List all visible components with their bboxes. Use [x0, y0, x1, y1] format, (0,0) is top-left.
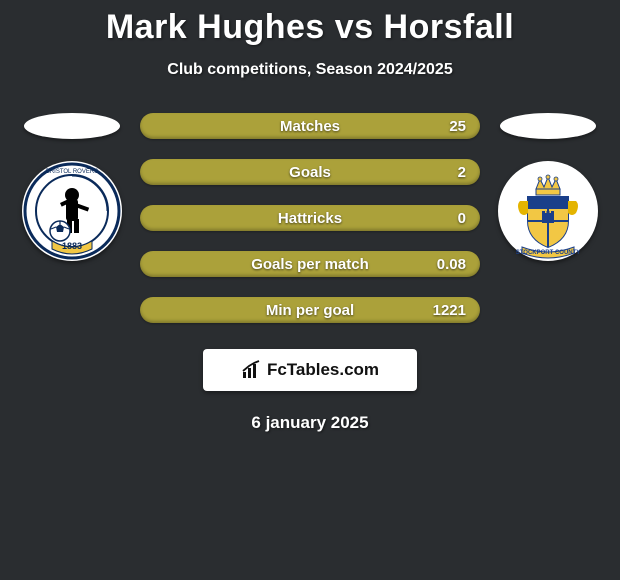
bar-chart-icon — [241, 359, 263, 381]
brand-logo-box: FcTables.com — [203, 349, 417, 391]
stat-value: 1221 — [433, 302, 466, 319]
left-ellipse — [24, 113, 120, 139]
right-team-crest: STOCKPORT COUNTY — [498, 161, 598, 261]
stat-value: 0.08 — [437, 256, 466, 273]
stat-label: Goals per match — [251, 256, 369, 273]
stat-value: 0 — [458, 210, 466, 227]
subtitle: Club competitions, Season 2024/2025 — [0, 61, 620, 79]
date-text: 6 january 2025 — [0, 413, 620, 433]
crest-year-text: 1883 — [62, 241, 82, 251]
bristol-rovers-crest-icon: 1883 BRISTOL ROVERS — [22, 161, 122, 261]
stat-bar-gpm: Goals per match 0.08 — [140, 251, 480, 277]
main-row: 1883 BRISTOL ROVERS Matches 25 Goals 2 H… — [0, 113, 620, 323]
left-column: 1883 BRISTOL ROVERS — [22, 113, 122, 261]
comparison-card: Mark Hughes vs Horsfall Club competition… — [0, 0, 620, 433]
stat-bar-goals: Goals 2 — [140, 159, 480, 185]
stat-bar-matches: Matches 25 — [140, 113, 480, 139]
right-ellipse — [500, 113, 596, 139]
stat-bar-hattricks: Hattricks 0 — [140, 205, 480, 231]
stat-label: Min per goal — [266, 302, 354, 319]
svg-text:STOCKPORT COUNTY: STOCKPORT COUNTY — [516, 250, 581, 256]
left-team-crest: 1883 BRISTOL ROVERS — [22, 161, 122, 261]
stat-label: Matches — [280, 118, 340, 135]
brand-text: FcTables.com — [267, 360, 379, 380]
stat-bar-mpg: Min per goal 1221 — [140, 297, 480, 323]
stat-value: 25 — [449, 118, 466, 135]
right-column: STOCKPORT COUNTY — [498, 113, 598, 261]
stat-value: 2 — [458, 164, 466, 181]
stockport-county-crest-icon: STOCKPORT COUNTY — [498, 161, 598, 261]
svg-text:BRISTOL ROVERS: BRISTOL ROVERS — [46, 169, 98, 175]
stat-bars: Matches 25 Goals 2 Hattricks 0 Goals per… — [140, 113, 480, 323]
stat-label: Hattricks — [278, 210, 342, 227]
stat-label: Goals — [289, 164, 331, 181]
page-title: Mark Hughes vs Horsfall — [0, 8, 620, 47]
